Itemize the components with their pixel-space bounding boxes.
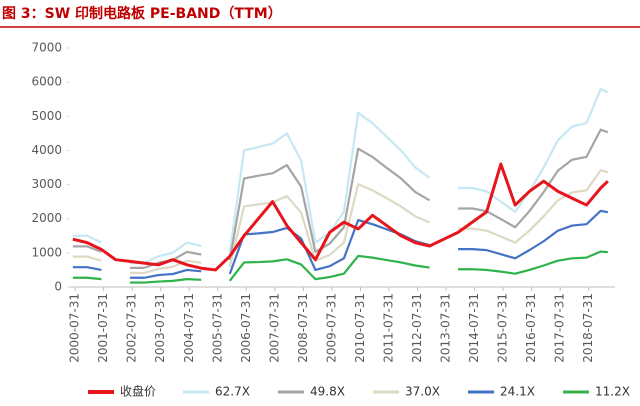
x-tick-label: 2005-07-31 — [210, 293, 224, 363]
series-line — [458, 87, 609, 213]
legend-label: 37.0X — [405, 385, 440, 399]
series-line — [228, 254, 430, 282]
legend-label: 62.7X — [215, 385, 250, 399]
legend-label: 收盘价 — [120, 384, 156, 399]
series-line — [458, 209, 609, 260]
y-tick-label: 6000 — [31, 75, 62, 89]
legend-label: 24.1X — [500, 385, 535, 399]
x-tick-label: 2006-07-31 — [239, 293, 253, 363]
y-tick-label: 0 — [54, 280, 62, 294]
series-line — [129, 278, 202, 284]
y-tick-label: 4000 — [31, 143, 62, 157]
x-tick-label: 2000-07-31 — [68, 293, 82, 363]
series-line — [458, 169, 609, 244]
series-line — [72, 276, 102, 281]
x-tick-label: 2013-07-31 — [439, 293, 453, 363]
legend-label: 11.2X — [595, 385, 630, 399]
x-tick-label: 2007-07-31 — [267, 293, 281, 363]
series-line — [72, 162, 609, 272]
series-line — [228, 183, 430, 268]
y-tick-label: 1000 — [31, 245, 62, 259]
x-tick-label: 2008-07-31 — [296, 293, 310, 363]
legend-label: 49.8X — [310, 385, 345, 399]
series-line — [72, 234, 102, 244]
series-line — [228, 218, 430, 275]
x-tick-label: 2003-07-31 — [153, 293, 167, 363]
series-line — [72, 245, 102, 253]
y-tick-label: 5000 — [31, 109, 62, 123]
series-line — [458, 250, 608, 275]
x-tick-label: 2002-07-31 — [125, 293, 139, 363]
x-tick-label: 2009-07-31 — [324, 293, 338, 363]
x-tick-label: 2011-07-31 — [382, 293, 396, 363]
series-line — [72, 266, 102, 272]
x-tick-label: 2018-07-31 — [581, 293, 595, 363]
x-tick-label: 2001-07-31 — [96, 293, 110, 363]
x-tick-label: 2016-07-31 — [524, 293, 538, 363]
x-tick-label: 2012-07-31 — [410, 293, 424, 363]
x-tick-label: 2017-07-31 — [553, 293, 567, 363]
x-tick-label: 2014-07-31 — [467, 293, 481, 363]
x-tick-label: 2010-07-31 — [353, 293, 367, 363]
series-line — [458, 128, 609, 229]
chart-title: 图 3：SW 印制电路板 PE-BAND（TTM） — [2, 5, 282, 22]
x-tick-label: 2015-07-31 — [496, 293, 510, 363]
series-line — [228, 147, 431, 261]
series-line — [72, 255, 102, 262]
y-tick-label: 3000 — [31, 177, 62, 191]
y-tick-label: 7000 — [31, 41, 62, 55]
y-tick-label: 2000 — [31, 211, 62, 225]
x-tick-label: 2004-07-31 — [182, 293, 196, 363]
series-line — [129, 259, 202, 275]
series-line — [129, 268, 202, 279]
